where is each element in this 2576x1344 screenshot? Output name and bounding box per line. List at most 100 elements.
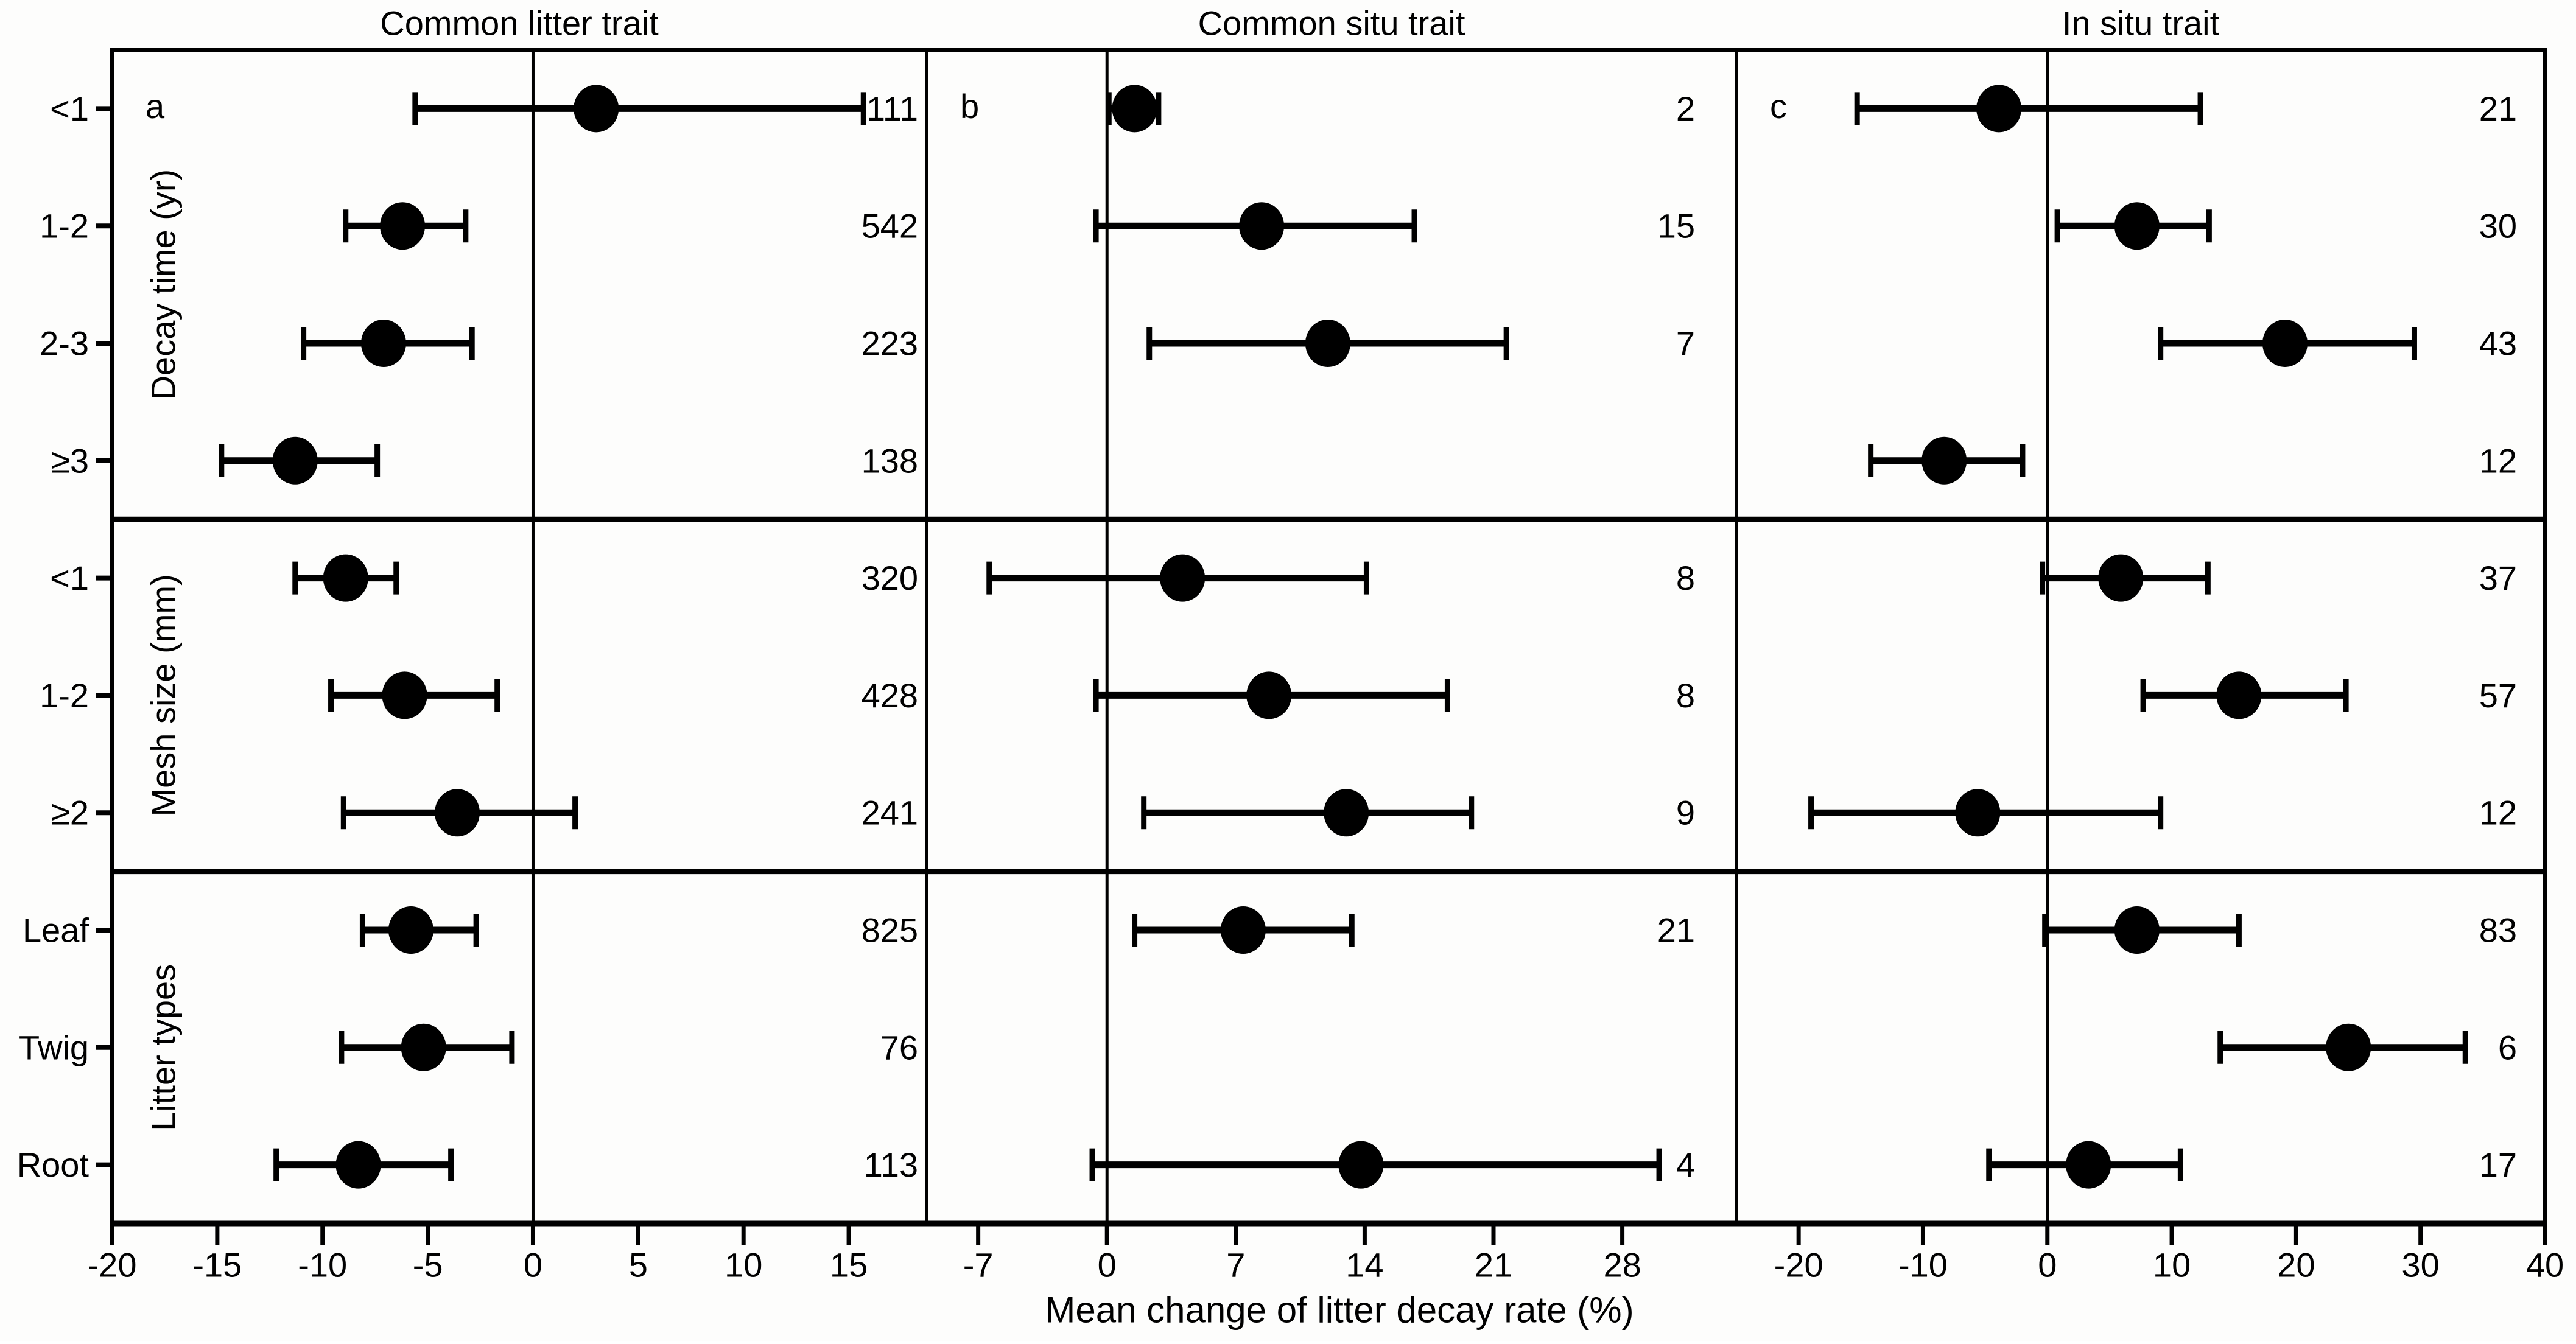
data-point (361, 320, 406, 367)
x-tick-label: -20 (88, 1246, 137, 1284)
x-tick-label: -5 (413, 1246, 443, 1284)
axis-group-label: Mesh size (mm) (144, 574, 183, 816)
row-label: <1 (50, 559, 89, 597)
sample-size-label: 43 (2479, 324, 2517, 363)
sample-size-label: 17 (2479, 1146, 2517, 1184)
sample-size-label: 825 (862, 911, 918, 950)
data-point (435, 789, 480, 837)
data-point (1324, 789, 1369, 837)
sample-size-label: 8 (1676, 676, 1695, 715)
data-point (1338, 1141, 1384, 1189)
x-tick-label: 15 (830, 1246, 868, 1284)
sample-size-label: 542 (862, 207, 918, 245)
data-point (272, 436, 318, 485)
row-label: 1-2 (40, 207, 89, 245)
data-point (401, 1023, 446, 1071)
data-point (388, 906, 433, 954)
data-point (574, 85, 619, 133)
row-label: Leaf (23, 911, 89, 950)
sample-size-label: 9 (1676, 794, 1695, 832)
x-tick-label: 5 (629, 1246, 648, 1284)
row-label: ≥3 (51, 441, 89, 480)
data-point (2098, 554, 2144, 602)
x-tick-label: 0 (524, 1246, 542, 1284)
data-point (1160, 554, 1206, 602)
x-tick-label: -7 (963, 1246, 994, 1284)
data-point (1239, 202, 1285, 250)
data-point (1976, 85, 2022, 133)
row-label: 1-2 (40, 676, 89, 715)
sample-size-label: 223 (862, 324, 918, 363)
sample-size-label: 76 (880, 1028, 918, 1066)
row-label: Twig (19, 1028, 89, 1066)
data-point (1305, 320, 1350, 367)
panel-letter: a (146, 87, 165, 125)
data-point (323, 554, 368, 602)
data-point (2066, 1141, 2111, 1189)
axis-group-label: Decay time (yr) (144, 169, 183, 401)
x-tick-label: 20 (2277, 1246, 2315, 1284)
sample-size-label: 428 (862, 676, 918, 715)
sample-size-label: 241 (862, 794, 918, 832)
data-point (382, 671, 427, 719)
sample-size-label: 15 (1657, 207, 1695, 245)
row-label: Root (17, 1146, 89, 1184)
sample-size-label: 30 (2479, 207, 2517, 245)
x-tick-label: 30 (2402, 1246, 2440, 1284)
data-point (1921, 436, 1967, 485)
data-point (380, 202, 426, 250)
data-point (2114, 202, 2160, 250)
sample-size-label: 21 (2479, 89, 2517, 128)
sample-size-label: 12 (2479, 794, 2517, 832)
x-tick-label: 10 (725, 1246, 762, 1284)
sample-size-label: 113 (864, 1146, 918, 1184)
sample-size-label: 21 (1657, 911, 1695, 950)
x-tick-label: -10 (298, 1246, 347, 1284)
sample-size-label: 8 (1676, 559, 1695, 597)
sample-size-label: 138 (862, 441, 918, 480)
axis-group-label: Litter types (144, 964, 183, 1131)
data-point (2216, 671, 2262, 719)
panel-letter: c (1770, 87, 1787, 125)
data-point (1220, 906, 1266, 954)
sample-size-label: 37 (2479, 559, 2517, 597)
x-tick-label: 21 (1475, 1246, 1512, 1284)
x-tick-label: -20 (1774, 1246, 1823, 1284)
sample-size-label: 4 (1676, 1146, 1695, 1184)
x-tick-label: -15 (192, 1246, 242, 1284)
data-point (2114, 906, 2160, 954)
x-tick-label: 0 (1098, 1246, 1117, 1284)
sample-size-label: 2 (1676, 89, 1695, 128)
data-point (1246, 671, 1292, 719)
sample-size-label: 6 (2498, 1028, 2517, 1066)
x-tick-label: -10 (1898, 1246, 1948, 1284)
sample-size-label: 57 (2479, 676, 2517, 715)
sample-size-label: 83 (2479, 911, 2517, 950)
x-tick-label: 28 (1603, 1246, 1641, 1284)
panel-title: Common situ trait (1198, 4, 1465, 43)
sample-size-label: 320 (862, 559, 918, 597)
x-axis-label: Mean change of litter decay rate (%) (1045, 1290, 1634, 1331)
sample-size-label: 7 (1676, 324, 1695, 363)
data-point (1955, 789, 2001, 837)
row-label: ≥2 (51, 794, 89, 832)
x-tick-label: 40 (2526, 1246, 2564, 1284)
panel-title: Common litter trait (380, 4, 659, 43)
x-tick-label: 10 (2153, 1246, 2191, 1284)
panel-title: In situ trait (2062, 4, 2220, 43)
row-label: 2-3 (40, 324, 89, 363)
data-point (2326, 1023, 2371, 1071)
data-point (1112, 85, 1157, 133)
data-point (2262, 320, 2308, 367)
data-point (335, 1141, 381, 1189)
x-tick-label: 0 (2038, 1246, 2057, 1284)
sample-size-label: 12 (2479, 441, 2517, 480)
row-label: <1 (50, 89, 89, 128)
x-tick-label: 7 (1226, 1246, 1245, 1284)
sample-size-label: 111 (866, 89, 918, 128)
x-tick-label: 14 (1346, 1246, 1383, 1284)
panel-letter: b (960, 87, 979, 125)
